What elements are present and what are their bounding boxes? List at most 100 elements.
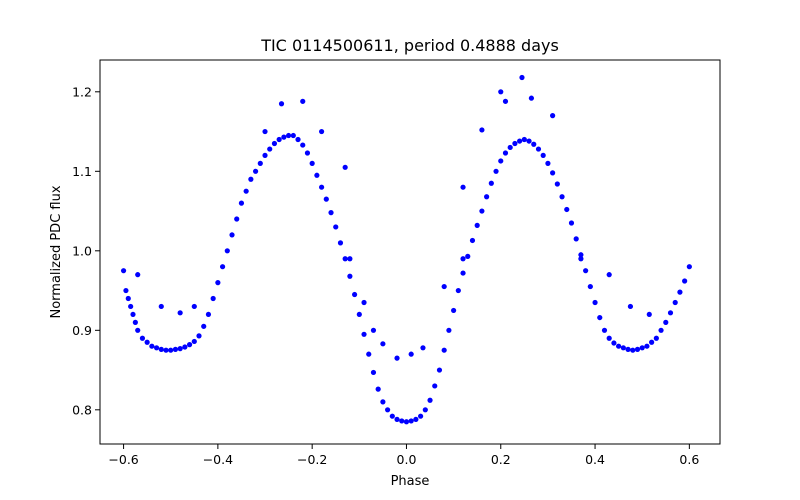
data-point	[502, 98, 509, 104]
data-point	[498, 158, 504, 164]
data-point	[403, 419, 410, 425]
data-point	[191, 303, 197, 310]
data-point	[427, 397, 433, 403]
data-point	[540, 152, 546, 158]
data-point	[205, 311, 212, 318]
data-point	[573, 236, 579, 242]
data-point	[521, 136, 527, 143]
data-point	[432, 383, 438, 389]
data-point	[568, 220, 575, 226]
data-point	[210, 295, 216, 302]
data-point	[422, 407, 428, 413]
data-point	[295, 136, 301, 143]
data-point	[564, 206, 570, 213]
data-point	[554, 181, 560, 187]
data-point	[309, 160, 315, 166]
data-point	[300, 98, 306, 104]
data-point	[177, 346, 183, 352]
data-point	[201, 323, 207, 329]
data-point	[394, 416, 400, 422]
data-point	[597, 314, 603, 321]
data-point	[686, 264, 692, 270]
data-point	[634, 346, 641, 352]
data-point	[469, 237, 476, 244]
data-point	[507, 144, 513, 151]
data-point	[451, 307, 457, 314]
data-point	[120, 268, 127, 274]
data-point	[601, 327, 608, 333]
data-point	[517, 138, 523, 144]
x-tick-label: −0.2	[297, 452, 327, 467]
data-point	[352, 291, 358, 298]
data-point	[370, 327, 377, 333]
data-point	[139, 335, 146, 341]
y-tick-label: 1.0	[72, 243, 92, 258]
data-point	[389, 413, 395, 419]
data-point	[446, 327, 452, 333]
chart-title: TIC 0114500611, period 0.4888 days	[260, 36, 559, 55]
data-point	[177, 310, 183, 316]
data-point	[408, 418, 414, 424]
data-point	[639, 345, 645, 351]
data-point	[493, 168, 499, 174]
data-point	[550, 113, 556, 119]
data-point	[512, 140, 518, 147]
data-point	[455, 287, 461, 294]
data-point	[191, 338, 197, 345]
data-points	[120, 74, 692, 425]
data-point	[281, 134, 287, 140]
data-point	[238, 200, 245, 206]
data-point	[132, 319, 138, 325]
data-point	[144, 339, 150, 345]
data-point	[559, 194, 565, 200]
data-point	[616, 343, 622, 349]
data-point	[337, 240, 344, 246]
x-tick-label: 0.4	[585, 452, 605, 467]
data-point	[418, 413, 424, 419]
data-point	[196, 333, 202, 339]
data-point	[646, 311, 652, 318]
data-point	[257, 160, 263, 166]
data-point	[460, 184, 466, 190]
data-point	[370, 369, 377, 376]
data-point	[606, 272, 612, 278]
data-point	[356, 311, 362, 318]
data-point	[479, 127, 485, 133]
data-point	[130, 311, 136, 318]
y-tick-label: 0.8	[72, 402, 92, 417]
data-point	[333, 224, 339, 230]
data-point	[323, 196, 329, 202]
data-point	[474, 222, 480, 228]
data-point	[361, 299, 367, 306]
data-point	[219, 264, 226, 270]
data-point	[441, 347, 447, 353]
x-axis-ticks: −0.6 −0.4 −0.2 0.0 0.2 0.4 0.6	[108, 444, 699, 467]
data-point	[172, 346, 179, 352]
data-point	[578, 256, 584, 262]
data-point	[399, 418, 405, 424]
data-point	[285, 132, 292, 139]
data-point	[531, 141, 537, 147]
data-point	[328, 210, 334, 216]
data-point	[314, 172, 320, 178]
data-point	[550, 170, 556, 176]
data-point	[649, 339, 655, 345]
axes-frame	[99, 59, 721, 445]
data-point	[578, 252, 584, 258]
data-point	[234, 216, 240, 222]
data-point	[135, 327, 141, 333]
data-point	[163, 347, 169, 353]
data-point	[658, 327, 664, 333]
data-point	[630, 347, 636, 353]
data-point	[420, 345, 426, 351]
data-point	[267, 146, 273, 152]
data-point	[583, 268, 589, 274]
x-axis-label: Phase	[391, 474, 430, 489]
y-axis-label: Normalized PDC flux	[49, 185, 64, 318]
data-point	[436, 367, 443, 373]
data-point	[229, 232, 235, 238]
data-point	[248, 176, 254, 182]
data-point	[342, 164, 348, 170]
x-tick-label: −0.4	[203, 452, 233, 467]
data-point	[519, 74, 525, 81]
